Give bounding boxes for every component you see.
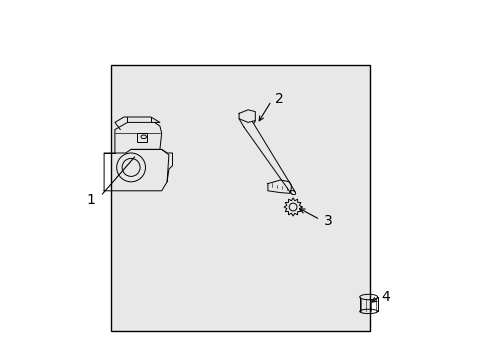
Text: 4: 4 bbox=[381, 290, 389, 304]
Text: 2: 2 bbox=[275, 92, 283, 106]
FancyBboxPatch shape bbox=[111, 65, 370, 331]
Text: 1: 1 bbox=[86, 193, 95, 207]
Text: 3: 3 bbox=[323, 215, 332, 228]
Bar bbox=[136, 133, 147, 142]
